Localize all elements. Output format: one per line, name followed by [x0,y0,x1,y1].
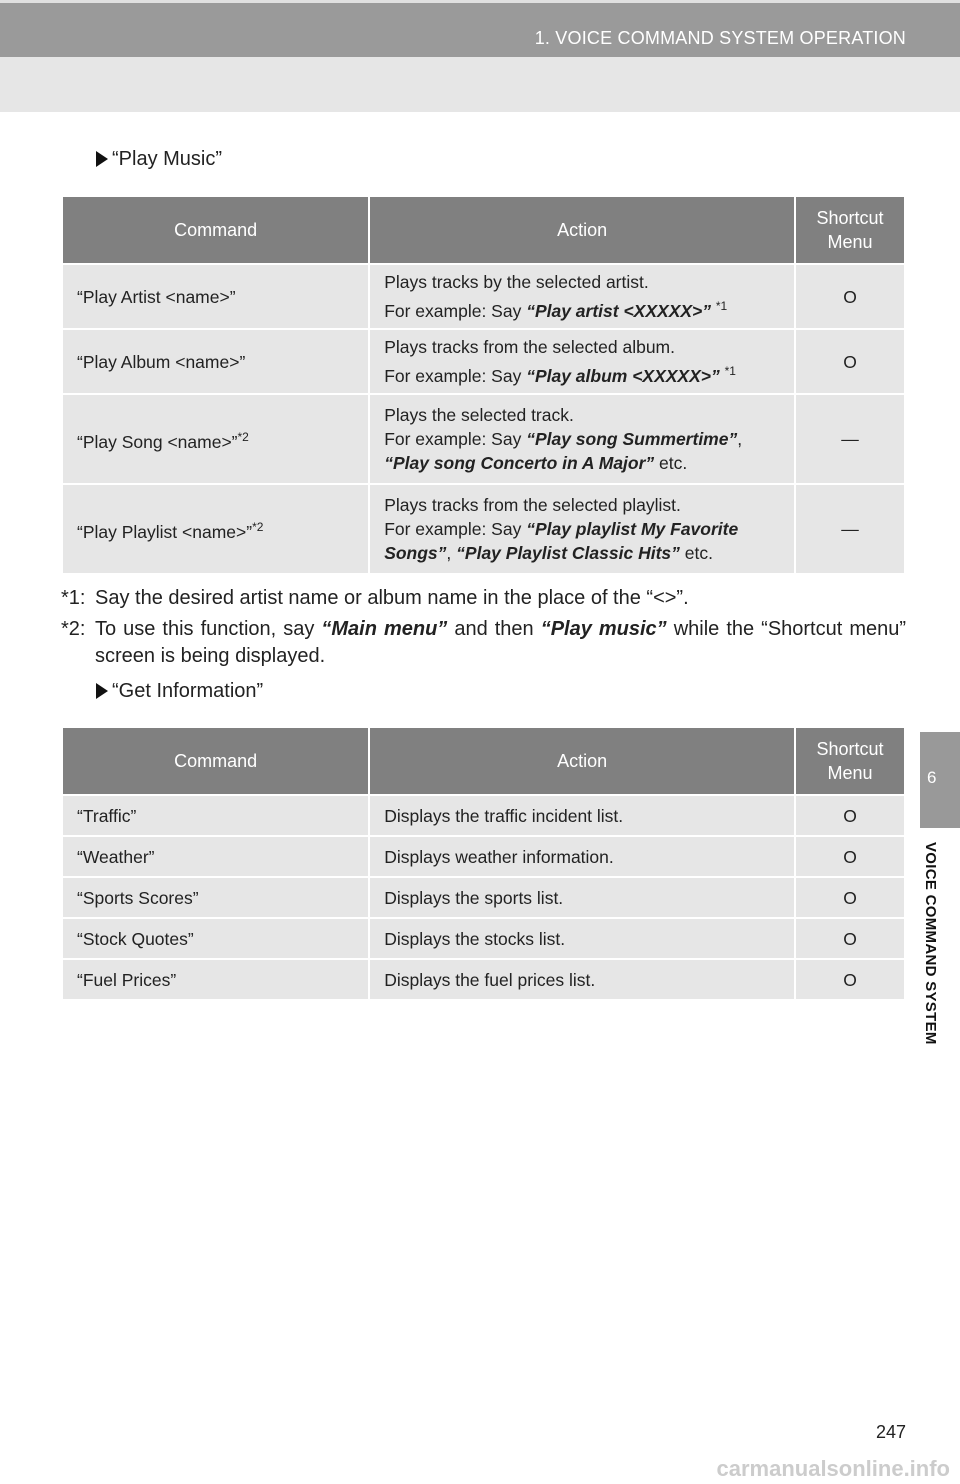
table-row: “Play Playlist <name>”*2 Plays tracks fr… [60,483,906,575]
command-cell: “Play Album <name>” [60,328,371,395]
command-cell: “Play Playlist <name>”*2 [60,483,371,575]
action-cell: Plays tracks from the selected playlist.… [368,483,797,575]
table-row: “Play Artist <name>” Plays tracks by the… [60,263,906,330]
triangle-bullet-icon [96,683,108,699]
command-cell: “Play Artist <name>” [60,263,371,330]
shortcut-cell: O [794,876,906,919]
footnote-2: *2: To use this function, say “Main menu”… [61,618,907,667]
section-title-get-information: “Get Information” [96,680,263,703]
page-number: 247 [875,1422,906,1442]
table-row: “Sports Scores” Displays the sports list.… [60,876,906,919]
header-bar: 1. VOICE COMMAND SYSTEM OPERATION [0,0,960,57]
play-music-table: Command Action Shortcut Menu “Play Artis… [60,195,906,575]
table-header-row: Command Action Shortcut Menu [60,195,906,265]
chapter-number: 6 [927,768,937,787]
shortcut-cell: O [794,263,906,330]
table-row: “Weather” Displays weather information. O [60,835,906,878]
watermark: carmanualsonline.info [716,1456,951,1481]
header-title: 1. VOICE COMMAND SYSTEM OPERATION [534,28,906,48]
command-cell: “Fuel Prices” [60,958,371,1001]
shortcut-cell: O [794,958,906,1001]
col-action: Action [368,726,797,796]
col-shortcut: Shortcut Menu [794,726,906,796]
shortcut-cell: — [794,483,906,575]
action-cell: Displays the sports list. [368,876,797,919]
table-row: “Fuel Prices” Displays the fuel prices li… [60,958,906,1001]
command-cell: “Weather” [60,835,371,878]
get-information-table: Command Action Shortcut Menu “Traffic” Di… [60,726,906,1001]
col-command: Command [60,726,371,796]
footnote-1: *1: Say the desired artist name or album … [61,587,689,609]
shortcut-cell: O [794,794,906,837]
chapter-tab[interactable]: 6 [920,732,960,828]
chapter-label: VOICE COMMAND SYSTEM [922,842,939,1045]
section-title-play-music: “Play Music” [96,148,222,171]
action-cell: Displays the fuel prices list. [368,958,797,1001]
table-header-row: Command Action Shortcut Menu [60,726,906,796]
action-cell: Displays weather information. [368,835,797,878]
command-cell: “Play Song <name>”*2 [60,393,371,485]
action-cell: Displays the stocks list. [368,917,797,960]
shortcut-cell: O [794,328,906,395]
col-action: Action [368,195,797,265]
table-row: “Stock Quotes” Displays the stocks list. O [60,917,906,960]
section-title-text: “Play Music” [112,148,223,170]
command-cell: “Stock Quotes” [60,917,371,960]
shortcut-cell: O [794,917,906,960]
col-shortcut: Shortcut Menu [794,195,906,265]
triangle-bullet-icon [96,151,108,167]
shortcut-cell: O [794,835,906,878]
table-row: “Play Song <name>”*2 Plays the selected … [60,393,906,485]
table-row: “Traffic” Displays the traffic incident l… [60,794,906,837]
action-cell: Displays the traffic incident list. [368,794,797,837]
command-cell: “Traffic” [60,794,371,837]
action-cell: Plays tracks by the selected artist. For … [368,263,797,330]
col-command: Command [60,195,371,265]
action-cell: Plays tracks from the selected album. For… [368,328,797,395]
table-row: “Play Album <name>” Plays tracks from th… [60,328,906,395]
action-cell: Plays the selected track. For example: Sa… [368,393,797,485]
shortcut-cell: — [794,393,906,485]
command-cell: “Sports Scores” [60,876,371,919]
header-band [0,57,960,112]
section-title-text: “Get Information” [112,680,264,702]
